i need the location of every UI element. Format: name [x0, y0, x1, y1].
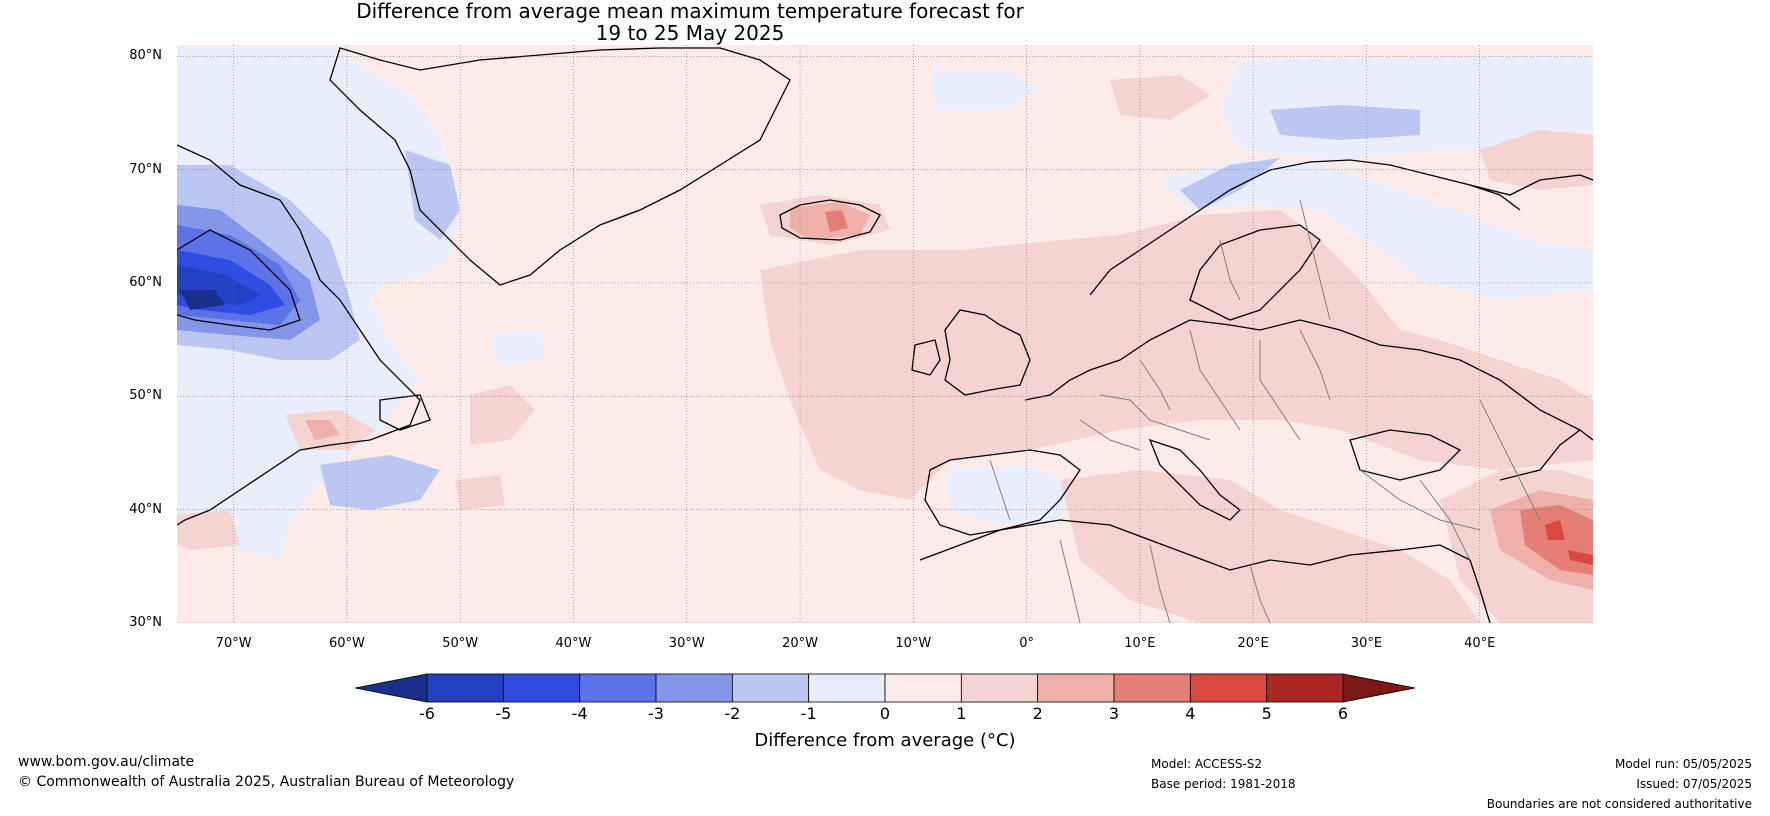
lon-tick-label: 50°W: [442, 636, 479, 651]
anomaly-region-warm-arctic-ne: [1480, 130, 1593, 190]
lon-tick-label: 30°E: [1350, 636, 1383, 651]
colorbar-segment: [884, 673, 962, 703]
europe-coast: [1024, 319, 1593, 441]
map-title: Difference from average mean maximum tem…: [356, 0, 1024, 23]
colorbar-segment: [731, 673, 810, 703]
anomaly-region-cool-scandinavia: [1160, 160, 1593, 300]
graticule: [177, 45, 1593, 623]
sweden-finland-coast: [1189, 224, 1321, 321]
colorbar-tick-label: 6: [1337, 704, 1349, 723]
anomaly-region-warm-mid-atlantic2: [455, 475, 505, 510]
colorbar-segment: [1266, 673, 1344, 703]
lat-tick-label: 70°N: [129, 161, 162, 177]
colorbar-segment: [655, 673, 733, 703]
colorbar-tick-label: -1: [800, 704, 817, 723]
anomaly-region-cold-greenland-east: [405, 150, 460, 240]
anomaly-region-warm-svalbard: [1110, 75, 1210, 120]
lon-tick-label: 10°E: [1124, 636, 1156, 651]
colorbar-tick-label: 2: [1032, 704, 1043, 723]
italy-coast: [1148, 438, 1241, 521]
ireland-coast: [911, 339, 941, 376]
colorbar-segment: [808, 673, 886, 703]
anomaly-region-cool-north-sea-patch: [930, 70, 1040, 110]
baffin-coast: [177, 144, 421, 526]
lat-tick-label: 40°N: [129, 501, 162, 517]
colorbar-extend-high: [1342, 673, 1416, 703]
colorbar-tick-label: 5: [1261, 704, 1272, 723]
lon-tick-label: 20°W: [782, 636, 818, 651]
footer-url: www.bom.gov.au/climate: [18, 754, 195, 770]
footer-base-period: Base period: 1981-2018: [1151, 777, 1296, 791]
anomaly-region-warm-north-africa: [1060, 470, 1480, 623]
anomaly-region-warm-atlantic-europe: [760, 210, 1593, 500]
lat-tick-label: 60°N: [129, 275, 162, 290]
lon-tick-label: 30°W: [668, 636, 705, 651]
colorbar-segment: [426, 673, 504, 703]
anomaly-region-cold7-labrador: [180, 290, 225, 310]
country-borders: [989, 199, 1541, 623]
arctic-russia-coast: [1469, 174, 1593, 196]
newfoundland-coast: [379, 394, 431, 431]
anomaly-region-cool-mid-atlantic: [490, 330, 545, 365]
colorbar-segment: [1037, 673, 1115, 703]
anomaly-region-cold-norway: [1180, 158, 1280, 210]
greenland-coast: [329, 47, 791, 286]
colorbar-extend-low: [354, 673, 428, 703]
lon-tick-label: 40°W: [555, 636, 592, 651]
colorbar-label: Difference from average (°C): [754, 730, 1016, 751]
footer-copyright: © Commonwealth of Australia 2025, Austra…: [18, 774, 515, 790]
footer-disclaimer: Boundaries are not considered authoritat…: [1486, 797, 1752, 811]
anomaly-region-cool-iberia: [945, 465, 1070, 525]
footer-issued: Issued: 07/05/2025: [1636, 777, 1752, 791]
colorbar-tick-label: 3: [1108, 704, 1120, 723]
colorbar-segment: [1189, 673, 1268, 703]
lon-tick-label: 40°E: [1464, 636, 1496, 651]
middle-east-coast: [1499, 429, 1581, 481]
lon-tick-label: 20°E: [1237, 636, 1269, 651]
anomaly-region-cold-atlantic: [320, 455, 440, 510]
lat-tick-label: 80°N: [129, 48, 162, 64]
anomaly-region-hottest-middle-east: [1545, 520, 1593, 565]
anomaly-region-cold-barents: [1270, 105, 1420, 140]
iberia-coast: [924, 449, 1081, 536]
colorbar-tick-label: -6: [419, 704, 435, 723]
colorbar-segment: [502, 673, 581, 703]
lon-tick-label: 10°W: [895, 636, 932, 651]
footer-model: Model: ACCESS-S2: [1151, 757, 1263, 771]
colorbar-tick-label: 0: [879, 704, 891, 723]
iceland-coast: [779, 199, 881, 241]
colorbar-tick-label: -4: [571, 704, 588, 723]
lon-tick-label: 0°: [1019, 636, 1034, 651]
anomaly-region-warm-bermuda: [177, 510, 240, 550]
colorbar-tick-label: -2: [724, 704, 741, 723]
lon-tick-label: 70°W: [215, 636, 252, 651]
anomaly-region-hot-nova-scotia: [305, 420, 340, 440]
lon-tick-label: 60°W: [328, 636, 365, 651]
uk-coast: [944, 309, 1031, 396]
anomaly-region-hotter-iceland: [825, 210, 848, 232]
lat-tick-label: 30°N: [129, 615, 162, 630]
colorbar-segment: [579, 673, 657, 703]
anomaly-region-warm-mid-atlantic1: [470, 385, 535, 445]
colorbar-segment: [960, 673, 1039, 703]
colorbar-tick-label: 4: [1185, 704, 1196, 723]
colorbar-tick-label: 1: [956, 704, 967, 723]
colorbar-tick-label: -5: [495, 704, 512, 723]
colorbar-segment: [1113, 673, 1191, 703]
footer-model-run: Model run: 05/05/2025: [1614, 757, 1752, 771]
colorbar-tick-label: -3: [648, 704, 664, 723]
lat-tick-label: 50°N: [129, 388, 162, 404]
labrador-inner: [177, 229, 301, 331]
norway-coast: [1089, 159, 1521, 296]
map-subtitle: 19 to 25 May 2025: [595, 21, 785, 45]
